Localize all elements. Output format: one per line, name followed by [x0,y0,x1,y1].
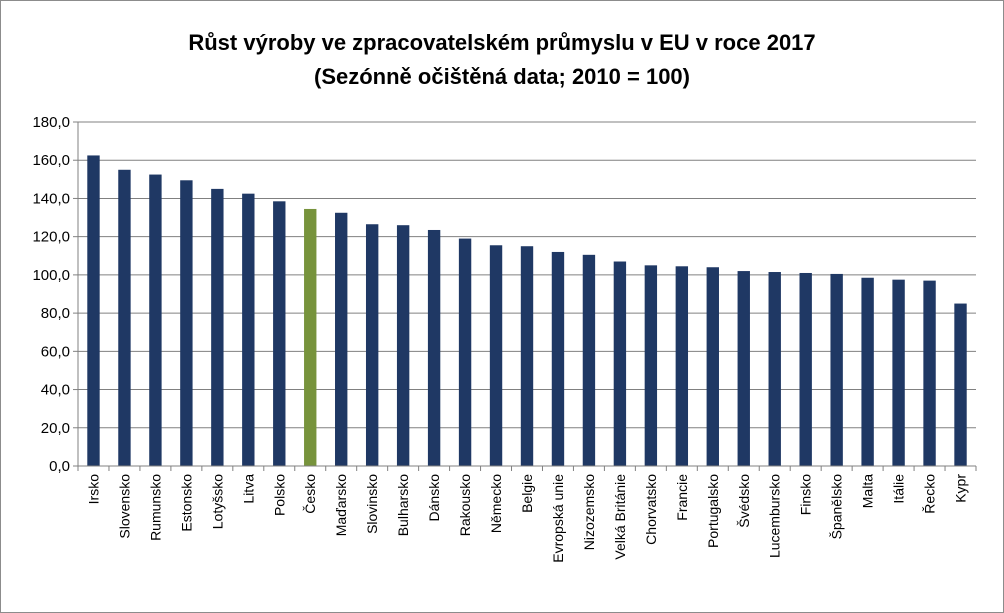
category-label: Irsko [85,474,101,505]
bar [923,280,936,466]
bar [211,188,224,466]
bars [87,155,967,467]
category-label: Polsko [271,474,287,516]
category-label: Maďarsko [333,474,349,537]
bar [335,212,348,466]
category-label: Dánsko [426,474,442,522]
category-label: Itálie [891,474,907,504]
category-label: Belgie [519,474,535,513]
bar [304,208,317,466]
category-label: Finsko [798,474,814,515]
chart-subtitle: (Sezónně očištěná data; 2010 = 100) [314,64,690,89]
category-label: Nizozemsko [581,474,597,550]
bar [706,267,719,466]
category-label: Česko [302,474,318,514]
category-labels: Irsko Slovensko Rumunsko Estonsko Lotyšsko Li… [85,474,968,563]
category-label: Lucembursko [767,474,783,558]
bar [396,225,410,466]
axes [77,122,977,471]
category-label: Francie [674,474,690,521]
bar [675,266,689,466]
bar [613,261,627,466]
bar [180,180,193,467]
bar [365,224,379,466]
category-label: Slovensko [116,474,132,539]
category-label: Velká Británie [612,474,628,560]
bar [737,271,750,466]
bar [644,265,658,466]
bar [768,272,781,466]
chart-title-block: Růst výroby ve zpracovatelském průmyslu … [0,26,1004,94]
y-axis-ticks: 0,0 20,0 40,0 60,0 80,0 100,0 120,0 140,0 160,0 1… [32,114,78,475]
category-label: Chorvatsko [643,474,659,545]
bar [273,201,286,467]
y-tick-label: 100,0 [32,267,70,284]
y-tick-label: 0,0 [49,458,70,475]
category-label: Portugalsko [705,474,721,548]
y-tick-label: 80,0 [41,305,70,322]
category-label: Malta [860,474,876,508]
bar [799,272,812,466]
category-label: Rumunsko [147,474,163,541]
category-label: Estonsko [178,474,194,532]
y-tick-label: 160,0 [32,152,70,169]
bar [118,169,131,466]
category-label: Litva [240,474,256,504]
bar [520,246,534,466]
category-label: Španělsko [829,474,845,540]
bar [149,174,162,467]
bar [892,279,905,466]
bar [582,254,596,466]
bar [830,273,843,466]
category-label: Německo [488,474,504,533]
bar [87,155,100,466]
bar [954,303,967,466]
bar [427,229,441,466]
category-label: Řecko [922,474,938,514]
y-tick-label: 60,0 [41,343,70,360]
y-tick-label: 20,0 [41,420,70,437]
category-label: Rakousko [457,474,473,536]
bar [861,277,874,466]
bar [489,245,503,466]
bar [242,193,255,466]
y-tick-label: 180,0 [32,114,70,131]
category-label: Evropská unie [550,474,566,563]
y-tick-label: 120,0 [32,229,70,246]
chart-title: Růst výroby ve zpracovatelském průmyslu … [188,30,816,55]
category-label: Švédsko [736,474,752,528]
bar [551,251,565,466]
category-label: Lotyšsko [209,474,225,529]
y-tick-label: 40,0 [41,382,70,399]
category-label: Slovinsko [364,474,380,534]
category-label: Kypr [953,474,969,503]
bar [458,238,472,466]
category-label: Bulharsko [395,474,411,536]
y-tick-label: 140,0 [32,190,70,207]
